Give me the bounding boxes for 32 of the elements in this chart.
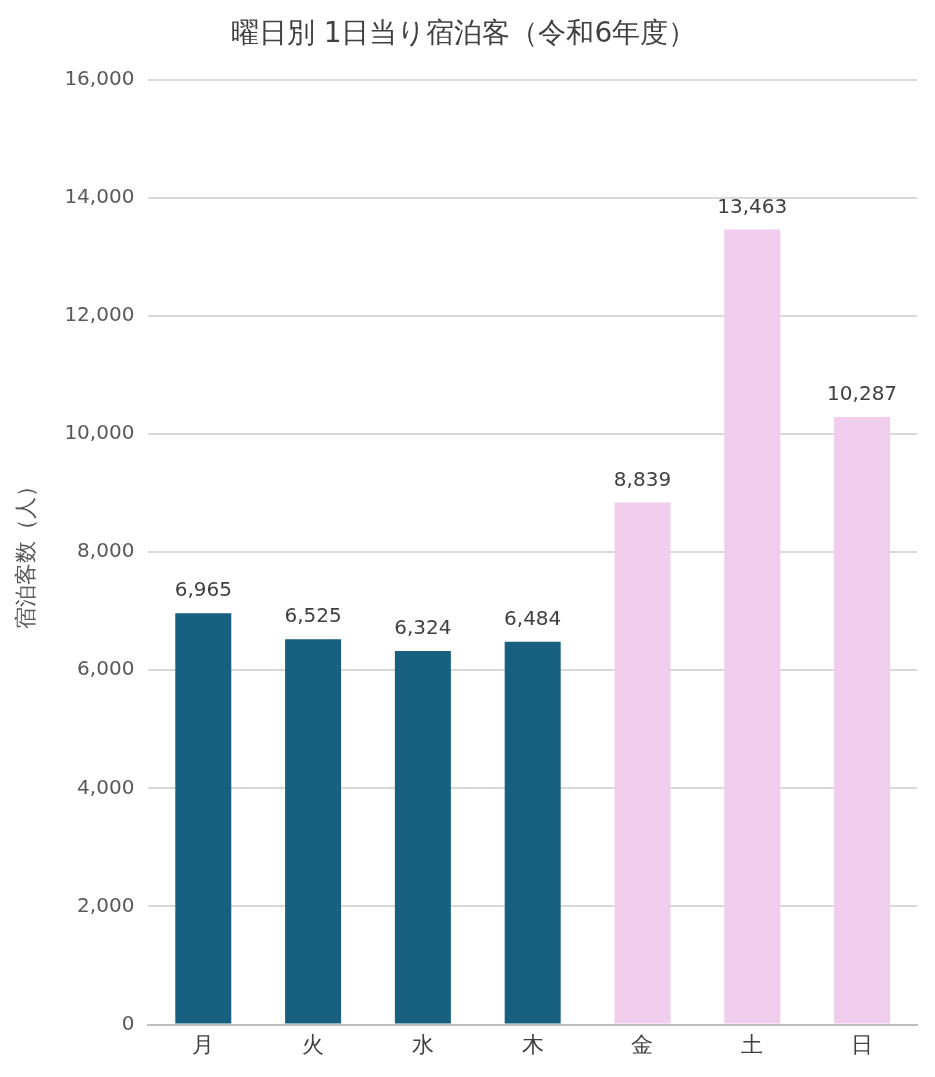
y-tick-label: 6,000 (77, 656, 135, 681)
x-tick-label: 火 (302, 1031, 325, 1057)
bar (724, 229, 781, 1024)
y-tick-label: 4,000 (77, 774, 135, 799)
bar (394, 651, 451, 1024)
x-tick-label: 水 (411, 1031, 434, 1057)
bar (614, 502, 671, 1024)
bar (834, 417, 891, 1024)
data-label: 8,839 (613, 466, 672, 491)
data-label: 13,463 (717, 193, 788, 218)
bar (285, 639, 342, 1024)
chart-title: 曜日別 1日当り宿泊客（令和6年度） (230, 16, 697, 50)
y-tick-label: 2,000 (77, 892, 135, 917)
y-tick-label: 0 (121, 1010, 135, 1035)
y-tick-label: 10,000 (64, 420, 135, 445)
y-tick-label: 8,000 (77, 538, 135, 563)
data-label: 6,965 (174, 577, 232, 602)
x-tick-label: 日 (851, 1031, 874, 1057)
data-label: 6,525 (284, 603, 342, 628)
data-label: 10,287 (827, 381, 898, 406)
x-tick-label: 月 (192, 1031, 215, 1057)
y-tick-label: 12,000 (64, 302, 135, 327)
bar (504, 641, 561, 1024)
x-tick-label: 土 (741, 1031, 764, 1057)
y-tick-label: 14,000 (64, 183, 135, 208)
x-tick-label: 金 (631, 1031, 654, 1057)
data-label: 6,324 (394, 615, 452, 640)
x-tick-label: 木 (521, 1031, 544, 1057)
y-tick-label: 16,000 (64, 65, 135, 90)
data-label: 6,484 (504, 605, 562, 630)
bar (175, 613, 232, 1024)
y-axis-title: 宿泊客数（人） (12, 475, 38, 630)
